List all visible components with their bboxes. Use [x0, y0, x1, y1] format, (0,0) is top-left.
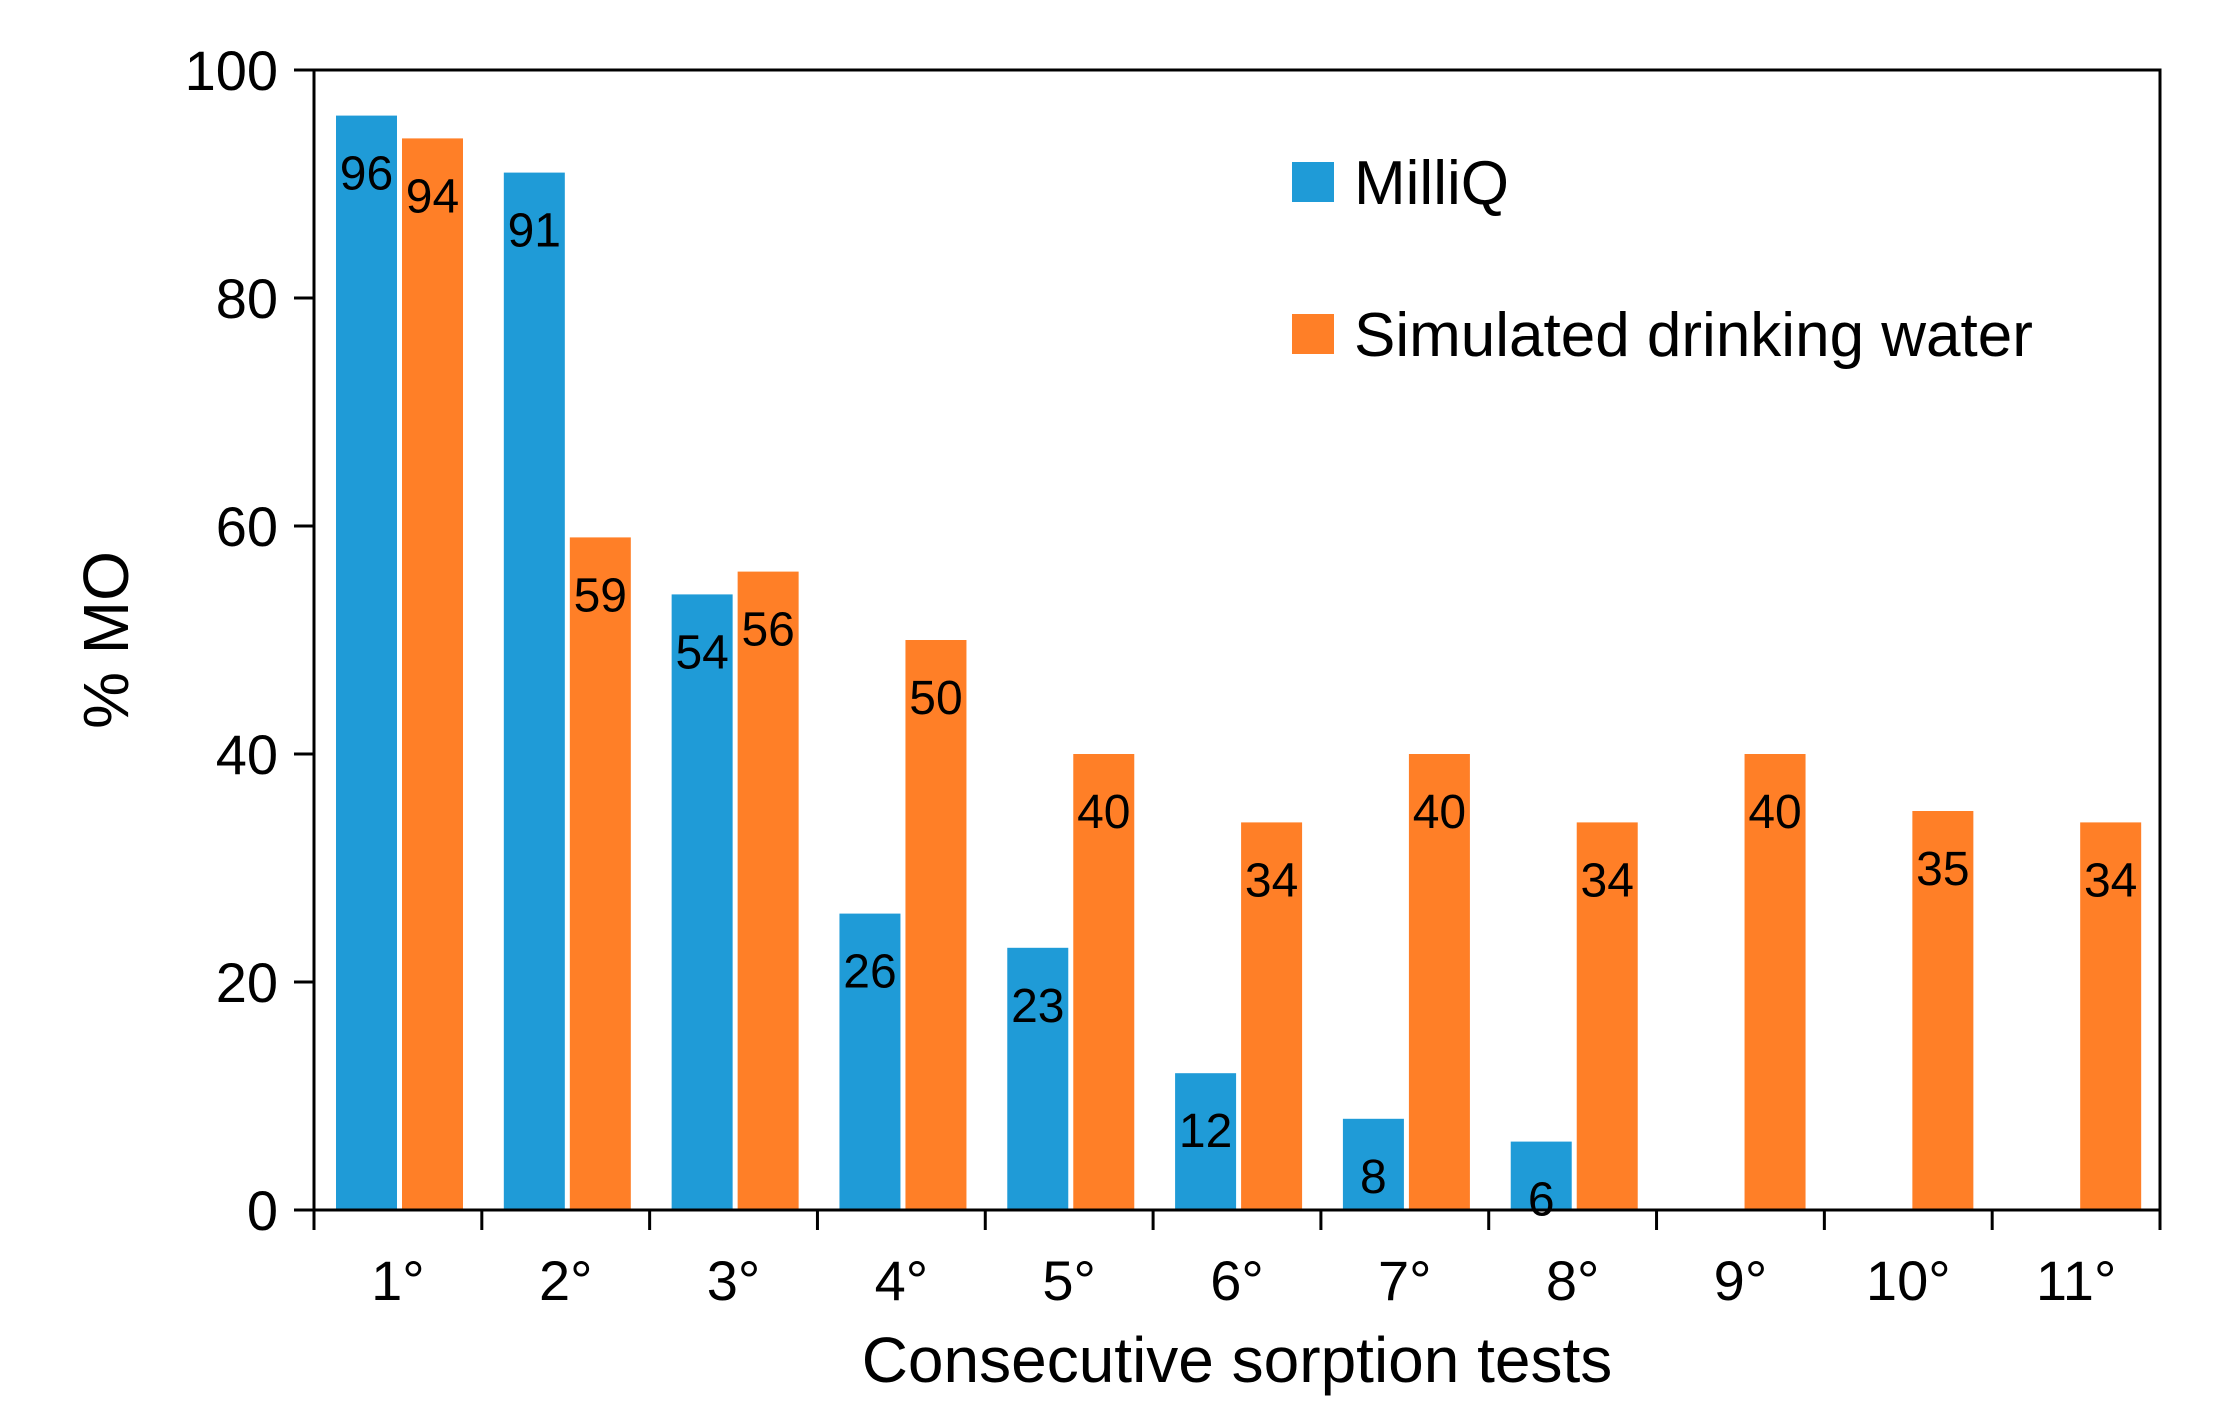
bar-simulated-drinking-water-9	[1744, 754, 1806, 1210]
legend-swatch-milliq	[1292, 162, 1334, 202]
bar-simulated-drinking-water-8	[1576, 822, 1638, 1210]
legend: MilliQ Simulated drinking water	[1292, 149, 2033, 370]
x-axis: 1° 2° 3° 4° 5° 6° 7° 8° 9° 10° 11°	[312, 1210, 2162, 1312]
data-label-simulated-drinking-water-8: 34	[1581, 854, 1634, 907]
data-label-milliq-4: 26	[843, 946, 896, 999]
bar-simulated-drinking-water-6	[1241, 822, 1303, 1210]
bar-milliq-1	[336, 115, 397, 1211]
legend-swatch-simulated-drinking-water	[1292, 314, 1334, 354]
data-label-simulated-drinking-water-10: 35	[1916, 843, 1969, 896]
legend-label-simulated-drinking-water: Simulated drinking water	[1354, 301, 2033, 370]
bar-simulated-drinking-water-11	[2080, 822, 2142, 1210]
data-label-simulated-drinking-water-7: 40	[1413, 786, 1466, 839]
x-tick-label-8: 8°	[1546, 1249, 1600, 1312]
data-label-milliq-7: 8	[1360, 1151, 1387, 1204]
bar-milliq-8	[1510, 1141, 1572, 1210]
plot-frame	[312, 68, 2162, 1212]
x-tick-label-6: 6°	[1210, 1249, 1264, 1312]
data-label-simulated-drinking-water-5: 40	[1077, 786, 1130, 839]
y-axis: 0 20 40 60 80 100	[185, 39, 314, 1242]
bar-simulated-drinking-water-7	[1408, 754, 1470, 1210]
data-label-milliq-1: 96	[340, 148, 393, 201]
x-tick-label-2: 2°	[539, 1249, 593, 1312]
data-label-milliq-8: 6	[1528, 1174, 1555, 1227]
data-label-milliq-2: 91	[508, 205, 561, 258]
bar-simulated-drinking-water-1	[402, 138, 463, 1210]
y-tick-label-20: 20	[216, 951, 278, 1014]
y-tick-label-0: 0	[247, 1179, 278, 1242]
x-tick-label-4: 4°	[875, 1249, 929, 1312]
x-tick-label-10: 10°	[1866, 1249, 1951, 1312]
bar-milliq-4	[839, 913, 901, 1210]
y-tick-label-100: 100	[185, 39, 278, 102]
bar-simulated-drinking-water-4	[905, 640, 967, 1210]
data-label-milliq-3: 54	[675, 626, 728, 679]
data-label-milliq-6: 12	[1179, 1105, 1232, 1158]
x-tick-label-7: 7°	[1378, 1249, 1432, 1312]
data-label-simulated-drinking-water-1: 94	[406, 170, 459, 223]
bar-milliq-5	[1007, 947, 1069, 1210]
y-tick-label-60: 60	[216, 495, 278, 558]
data-labels-group: 96 94 91 59 54 56 26 50 23 40 12 34 8 40 6 34 40 35 34	[340, 148, 2138, 1227]
y-tick-label-80: 80	[216, 267, 278, 330]
x-tick-label-5: 5°	[1042, 1249, 1096, 1312]
bar-milliq-3	[671, 594, 733, 1210]
data-label-milliq-5: 23	[1011, 980, 1064, 1033]
y-tick-label-40: 40	[216, 723, 278, 786]
legend-label-milliq: MilliQ	[1354, 149, 1509, 218]
bar-milliq-7	[1342, 1118, 1404, 1210]
x-axis-title: Consecutive sorption tests	[862, 1324, 1613, 1396]
x-tick-label-3: 3°	[707, 1249, 761, 1312]
bar-simulated-drinking-water-5	[1073, 754, 1135, 1210]
data-label-simulated-drinking-water-9: 40	[1748, 786, 1801, 839]
data-label-simulated-drinking-water-4: 50	[909, 672, 962, 725]
data-label-simulated-drinking-water-6: 34	[1245, 854, 1298, 907]
bar-milliq-2	[503, 172, 565, 1211]
bars-group	[336, 115, 2142, 1211]
bar-simulated-drinking-water-10	[1912, 811, 1974, 1210]
x-tick-label-1: 1°	[371, 1249, 425, 1312]
y-axis-title: % MO	[70, 551, 142, 729]
x-tick-label-9: 9°	[1714, 1249, 1768, 1312]
bar-simulated-drinking-water-2	[569, 537, 631, 1210]
data-label-simulated-drinking-water-11: 34	[2084, 854, 2137, 907]
x-tick-label-11: 11°	[2036, 1249, 2117, 1312]
bar-simulated-drinking-water-3	[737, 571, 799, 1210]
data-label-simulated-drinking-water-3: 56	[741, 604, 794, 657]
data-label-simulated-drinking-water-2: 59	[574, 569, 627, 622]
bar-milliq-6	[1175, 1073, 1237, 1210]
